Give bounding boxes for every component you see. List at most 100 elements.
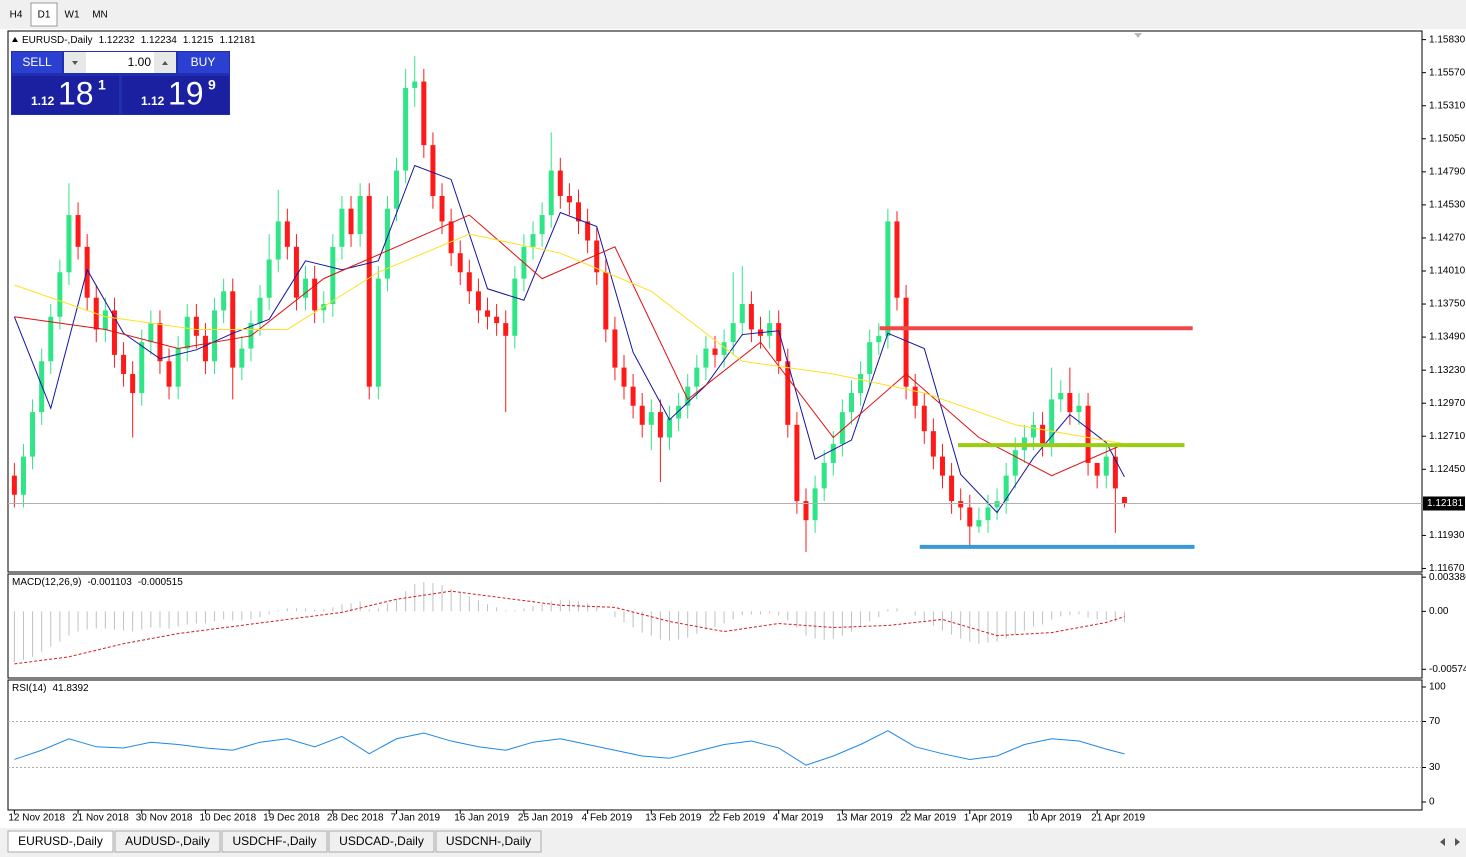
y-tick-label: 1.15310 bbox=[1429, 100, 1466, 111]
y-tick-label: 100 bbox=[1429, 682, 1446, 693]
y-tick-label: 1.14270 bbox=[1429, 233, 1466, 244]
candle-body bbox=[830, 443, 836, 463]
candle-body bbox=[694, 367, 700, 387]
candle-body bbox=[1085, 405, 1091, 463]
tab-label[interactable]: USDCAD-,Daily bbox=[339, 834, 424, 848]
y-tick-label: 0 bbox=[1429, 797, 1435, 808]
candle-body bbox=[485, 310, 491, 317]
header-value: 1.12232 bbox=[99, 35, 136, 46]
candle-body bbox=[848, 393, 854, 413]
bid-box[interactable] bbox=[12, 76, 119, 114]
y-tick-label: 1.14790 bbox=[1429, 166, 1466, 177]
price-label: 1.12181 bbox=[1427, 498, 1464, 509]
candle-body bbox=[939, 456, 945, 476]
candle-body bbox=[175, 348, 181, 387]
timeframe-label[interactable]: D1 bbox=[38, 10, 51, 21]
candle-body bbox=[475, 291, 481, 311]
buy-label[interactable]: BUY bbox=[191, 55, 216, 69]
header-value: 1.12181 bbox=[219, 35, 256, 46]
candle-body bbox=[812, 488, 818, 521]
pane-header: MACD(12,26,9) -0.001103 -0.000515 bbox=[12, 577, 183, 588]
candle-body bbox=[57, 272, 63, 317]
lot-value[interactable]: 1.00 bbox=[128, 55, 152, 69]
timeframe-button[interactable] bbox=[3, 3, 29, 26]
tab[interactable] bbox=[114, 830, 221, 853]
candle-body bbox=[275, 221, 281, 260]
header-value: 1.12234 bbox=[141, 35, 178, 46]
y-tick-label: -0.00574 bbox=[1429, 664, 1466, 675]
candle-body bbox=[539, 215, 545, 235]
timeframe-button[interactable] bbox=[87, 3, 113, 26]
tab[interactable] bbox=[328, 830, 435, 853]
candle-body bbox=[548, 170, 554, 216]
pane-title: RSI(14) bbox=[12, 683, 46, 694]
candle-body bbox=[767, 323, 773, 336]
candle-body bbox=[1067, 393, 1073, 413]
candle-body bbox=[630, 386, 636, 406]
header-value: -0.001103 bbox=[87, 577, 132, 588]
candle-body bbox=[703, 348, 709, 368]
tab-label[interactable]: USDCHF-,Daily bbox=[233, 834, 317, 848]
y-tick-label: 1.12710 bbox=[1429, 431, 1466, 442]
pane-title: MACD(12,26,9) bbox=[12, 577, 81, 588]
candle-body bbox=[721, 342, 727, 355]
tab[interactable] bbox=[7, 830, 114, 853]
candle-body bbox=[839, 412, 845, 444]
tab-label[interactable]: EURUSD-,Daily bbox=[18, 834, 103, 848]
candle-body bbox=[930, 431, 936, 457]
candle-body bbox=[321, 304, 327, 311]
sell-button[interactable] bbox=[12, 52, 62, 73]
candle-body bbox=[794, 424, 800, 502]
buy-button[interactable] bbox=[178, 52, 229, 73]
candle-body bbox=[48, 316, 54, 362]
candle-body bbox=[648, 412, 654, 425]
y-tick-label: 0.00 bbox=[1429, 606, 1449, 617]
x-tick-label: 10 Apr 2019 bbox=[1027, 813, 1081, 824]
x-tick-label: 13 Mar 2019 bbox=[836, 813, 893, 824]
x-tick-label: 25 Jan 2019 bbox=[518, 813, 573, 824]
candle-body bbox=[1121, 497, 1127, 504]
moving-average bbox=[14, 214, 1125, 477]
candle-body bbox=[202, 335, 208, 362]
candle-body bbox=[512, 278, 518, 336]
candle-body bbox=[712, 348, 718, 355]
candle-body bbox=[221, 291, 227, 311]
ask-pips: 19 bbox=[168, 75, 204, 111]
ask-box[interactable] bbox=[122, 76, 229, 114]
timeframe-label[interactable]: H4 bbox=[10, 10, 23, 21]
candle-body bbox=[494, 316, 500, 324]
bid-prefix: 1.12 bbox=[31, 94, 55, 108]
sell-label[interactable]: SELL bbox=[22, 55, 52, 69]
x-tick-label: 30 Nov 2018 bbox=[136, 813, 193, 824]
tab[interactable] bbox=[221, 830, 328, 853]
candle-body bbox=[949, 475, 955, 502]
candle-body bbox=[312, 278, 318, 311]
ask-prefix: 1.12 bbox=[141, 94, 165, 108]
y-tick-label: 1.15050 bbox=[1429, 133, 1466, 144]
candle-body bbox=[339, 208, 345, 247]
scroll-right[interactable] bbox=[1455, 838, 1460, 846]
timeframe-button[interactable] bbox=[59, 3, 85, 26]
y-tick-label: 1.15830 bbox=[1429, 34, 1466, 45]
pane-header: EURUSD-,Daily 1.12232 1.12234 1.1215 1.12181 bbox=[22, 35, 256, 46]
candle-body bbox=[121, 354, 127, 374]
tab-label[interactable]: AUDUSD-,Daily bbox=[125, 834, 210, 848]
pane-header: RSI(14) 41.8392 bbox=[12, 683, 89, 694]
candle-body bbox=[466, 272, 472, 292]
candle-body bbox=[448, 221, 454, 254]
timeframe-label[interactable]: MN bbox=[92, 10, 108, 21]
tab[interactable] bbox=[435, 830, 542, 853]
trade-panel: SELL 1.00 BUY 1.12 18 1 1.12 19 9 bbox=[11, 51, 230, 115]
timeframe-label[interactable]: W1 bbox=[65, 10, 80, 21]
candle-body bbox=[148, 323, 154, 343]
candle-body bbox=[894, 221, 900, 298]
candle-body bbox=[921, 405, 927, 432]
tab-label[interactable]: USDCNH-,Daily bbox=[446, 834, 531, 848]
candle-body bbox=[239, 348, 245, 368]
timeframe-button[interactable] bbox=[30, 2, 58, 27]
candle-body bbox=[266, 259, 272, 298]
scroll-left[interactable] bbox=[1440, 838, 1445, 846]
candle-body bbox=[903, 297, 909, 387]
lot-field[interactable] bbox=[86, 52, 154, 73]
candle-body bbox=[739, 304, 745, 324]
